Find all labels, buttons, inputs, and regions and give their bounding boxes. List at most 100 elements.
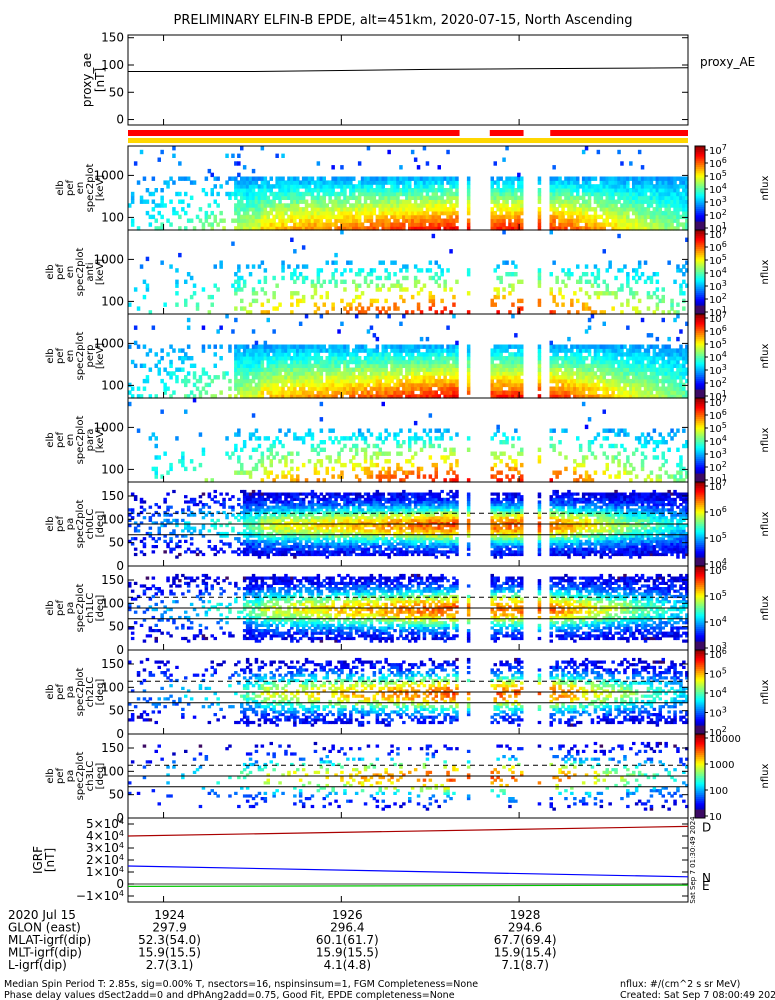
spectrogram-cell	[266, 188, 270, 193]
spectrogram-cell	[679, 291, 683, 296]
spectrogram-cell	[151, 207, 156, 212]
spectrogram-cell	[257, 348, 262, 353]
spectrogram-cell	[384, 298, 388, 304]
spectrogram-cell	[352, 207, 356, 212]
spectrogram-cell	[419, 466, 424, 472]
spectrogram-cell	[396, 218, 400, 223]
spectrogram-cell	[614, 474, 618, 479]
spectrogram-cell	[357, 378, 362, 384]
spectrogram-cell	[269, 210, 273, 216]
spectrogram-cell	[331, 348, 335, 353]
spectrogram-cell	[396, 462, 400, 468]
spectrogram-cell	[596, 188, 601, 193]
spectrogram-cell	[514, 344, 518, 349]
spectrogram-cell	[343, 390, 347, 395]
spectrogram-cell	[499, 226, 503, 231]
spectrogram-cell	[402, 180, 406, 185]
spectrogram-cell	[637, 394, 642, 399]
spectrogram-cell	[646, 344, 651, 349]
spectrogram-cell	[652, 375, 657, 380]
spectrogram-cell	[578, 214, 583, 220]
spectrogram-cell	[133, 161, 138, 166]
y-tick-label: 1000	[93, 252, 124, 266]
spectrogram-cell	[611, 359, 615, 365]
spectrogram-cell	[634, 344, 639, 349]
colorbar-step	[695, 267, 705, 271]
spectrogram-cell	[354, 314, 359, 319]
spectrogram-cell	[225, 153, 229, 158]
spectrogram-cell	[661, 367, 665, 372]
colorbar-step	[695, 288, 705, 292]
spectrogram-cell	[673, 371, 677, 376]
spectrogram-cell	[352, 367, 356, 372]
spectrogram-cell	[584, 382, 589, 388]
spectrogram-cell	[216, 191, 220, 197]
colorbar-step	[695, 358, 705, 361]
spectrogram-cell	[640, 180, 645, 185]
spectrogram-cell	[272, 195, 276, 200]
spectrogram-cell	[537, 226, 542, 231]
spectrogram-cell	[670, 302, 674, 307]
spectrogram-cell	[587, 195, 592, 200]
spectrogram-cell	[605, 188, 609, 193]
spectrogram-cell	[396, 226, 400, 231]
spectrogram-cell	[578, 363, 583, 368]
spectrogram-cell	[490, 302, 494, 307]
spectrogram-cell	[237, 264, 241, 269]
spectrogram-cell	[272, 443, 276, 449]
spectrogram-cell	[649, 378, 654, 384]
spectrogram-cell	[381, 226, 385, 231]
spectrogram-cell	[316, 371, 321, 376]
spectrogram-cell	[266, 352, 270, 357]
spectrogram-cell	[419, 378, 424, 384]
spectrogram-cell	[405, 176, 409, 181]
spectrogram-cell	[413, 180, 418, 185]
spectrogram-cell	[428, 275, 433, 281]
spectrogram-cell	[643, 363, 648, 368]
spectrogram-cell	[508, 195, 512, 200]
spectrogram-cell	[508, 390, 512, 395]
spectrogram-cell	[354, 363, 359, 368]
spectrogram-cell	[316, 203, 321, 208]
spectrogram-cell	[316, 268, 321, 273]
spectrogram-cell	[296, 264, 300, 269]
spectrogram-cell	[189, 459, 194, 464]
spectrogram-cell	[263, 470, 268, 475]
spectrogram-cell	[676, 218, 680, 223]
spectrogram-cell	[431, 226, 436, 231]
colorbar-step	[695, 278, 705, 281]
spectrogram-cell	[590, 272, 595, 277]
spectrogram-cell	[204, 214, 209, 220]
spectrogram-cell	[617, 378, 621, 384]
spectrogram-cell	[511, 184, 515, 189]
colorbar-step	[695, 253, 705, 256]
spectrogram-cell	[290, 199, 294, 204]
spectrogram-cell	[552, 428, 556, 433]
spectrogram-cell	[278, 180, 282, 185]
spectrogram-cell	[614, 214, 618, 220]
spectrogram-cell	[254, 436, 259, 441]
spectrogram-cell	[626, 298, 630, 304]
spectrogram-cell	[293, 249, 297, 254]
spectrogram-cell	[234, 279, 238, 284]
spectrogram-cell	[596, 149, 601, 155]
spectrogram-cell	[346, 226, 350, 231]
spectrogram-cell	[240, 218, 244, 223]
spectrogram-cell	[378, 214, 382, 220]
spectrogram-cell	[632, 394, 636, 399]
spectrogram-cell	[466, 291, 471, 296]
spectrogram-cell	[275, 352, 279, 357]
spectrogram-cell	[157, 157, 161, 162]
spectrogram-cell	[620, 161, 624, 166]
spectrogram-cell	[260, 359, 265, 365]
spectrogram-cell	[611, 184, 615, 189]
spectrogram-cell	[655, 180, 660, 185]
spectrogram-cell	[428, 382, 433, 388]
spectrogram-cell	[269, 203, 273, 208]
spectrogram-cell	[446, 191, 450, 197]
spectrogram-cell	[278, 359, 282, 365]
spectrogram-cell	[428, 203, 433, 208]
spectrogram-cell	[408, 371, 412, 376]
spectrogram-cell	[620, 180, 624, 185]
spectrogram-cell	[319, 226, 324, 231]
